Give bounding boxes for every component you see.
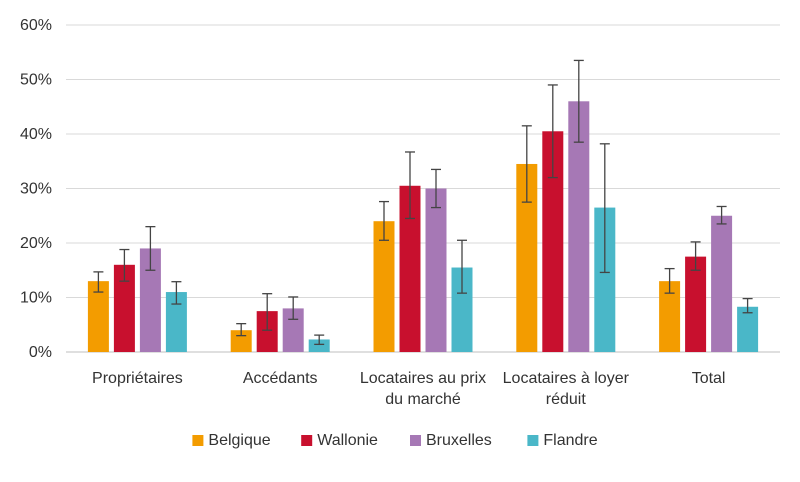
y-tick-label: 0% xyxy=(29,344,52,361)
x-tick-label: Locataires à loyer réduit xyxy=(503,370,630,408)
legend-item-flandre: Flandre xyxy=(527,432,598,449)
y-tick-label: 60% xyxy=(20,17,52,34)
y-tick-label: 30% xyxy=(20,181,52,198)
legend-label: Bruxelles xyxy=(426,432,492,449)
bar-wallonie xyxy=(542,131,564,352)
bar-bruxelles xyxy=(711,215,733,352)
y-axis: 0% 10% 20% 30% 40% 50% 60% xyxy=(20,17,52,361)
legend-swatch xyxy=(527,435,539,446)
bar-flandre xyxy=(594,207,616,352)
legend-label: Flandre xyxy=(543,432,597,449)
bar-bruxelles xyxy=(282,308,304,352)
bar-bruxelles xyxy=(568,101,590,352)
bar-belgique xyxy=(516,163,538,352)
x-axis: Propriétaires Accédants Locataires au prix… xyxy=(92,370,725,408)
legend-item-belgique: Belgique xyxy=(192,432,271,449)
legend-swatch xyxy=(410,435,421,446)
legend-swatch xyxy=(301,435,313,446)
legend-swatch xyxy=(192,435,204,446)
bar-wallonie xyxy=(685,256,707,352)
bar-belgique xyxy=(230,330,252,352)
legend-label: Wallonie xyxy=(317,432,378,449)
x-tick-label: Locataires au prix du marché xyxy=(360,370,486,408)
error-bars-group xyxy=(93,59,753,346)
x-tick-label: Total xyxy=(692,370,726,387)
bar-flandre xyxy=(451,267,473,352)
bar-flandre xyxy=(165,292,187,352)
bar-flandre xyxy=(308,339,330,352)
x-tick-label: Propriétaires xyxy=(92,370,183,387)
bar-flandre xyxy=(737,306,759,352)
bar-bruxelles xyxy=(139,248,161,352)
bar-belgique xyxy=(659,281,681,352)
legend-item-bruxelles: Bruxelles xyxy=(410,432,492,449)
legend-item-wallonie: Wallonie xyxy=(301,432,378,449)
y-tick-label: 50% xyxy=(20,72,52,89)
bar-bruxelles xyxy=(425,188,447,352)
bar-wallonie xyxy=(256,311,278,352)
bars-group xyxy=(87,101,759,352)
bar-wallonie xyxy=(113,264,135,352)
legend: Belgique Wallonie Bruxelles Flandre xyxy=(192,432,598,449)
y-tick-label: 40% xyxy=(20,126,52,143)
x-tick-label: Accédants xyxy=(243,370,318,387)
y-tick-label: 20% xyxy=(20,235,52,252)
bar-belgique xyxy=(87,281,109,352)
bar-belgique xyxy=(373,221,395,352)
bar-wallonie xyxy=(399,185,421,352)
legend-label: Belgique xyxy=(208,432,270,449)
y-tick-label: 10% xyxy=(20,290,52,307)
